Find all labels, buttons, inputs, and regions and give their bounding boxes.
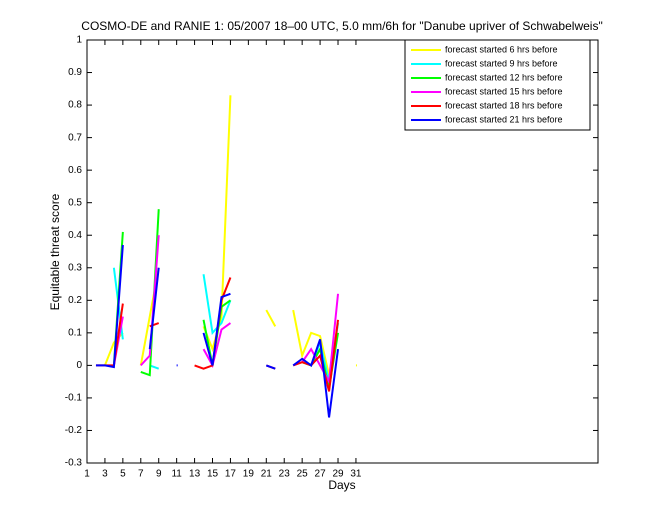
x-tick-label: 11 [171,469,182,480]
x-tick-label: 17 [225,469,237,480]
legend-label: forecast started 15 hrs before [445,86,563,96]
x-tick-label: 23 [279,469,291,480]
y-axis-label: Equitable threat score [48,193,62,310]
x-tick-label: 19 [243,469,255,480]
y-tick-label: 0 [76,360,82,371]
series-line [95,244,340,418]
y-tick-label: 0.9 [68,67,82,78]
y-tick-label: 0.7 [68,132,82,143]
y-tick-label: 0.2 [68,295,82,306]
x-tick-label: 31 [350,469,362,480]
y-tick-label: 0.1 [68,327,82,338]
legend-label: forecast started 9 hrs before [445,58,558,68]
x-tick-label: 27 [315,469,327,480]
y-tick-label: 0.8 [68,100,82,111]
x-tick-label: 21 [261,469,273,480]
x-tick-label: 5 [120,469,126,480]
x-tick-label: 25 [297,469,309,480]
legend-label: forecast started 6 hrs before [445,44,558,54]
y-tick-label: -0.3 [65,458,83,469]
y-tick-label: -0.1 [65,393,83,404]
x-tick-label: 3 [102,469,108,480]
x-tick-label: 1 [84,469,90,480]
x-axis-label: Days [328,478,355,492]
y-tick-label: 0.6 [68,165,82,176]
y-tick-label: -0.2 [65,425,83,436]
legend-label: forecast started 18 hrs before [445,100,563,110]
legend-label: forecast started 21 hrs before [445,114,563,124]
chart-title: COSMO-DE and RANIE 1: 05/2007 18–00 UTC,… [81,19,602,33]
x-tick-label: 13 [189,469,201,480]
y-tick-label: 1 [76,35,82,46]
y-tick-label: 0.3 [68,262,82,273]
x-tick-label: 9 [156,469,162,480]
x-tick-label: 15 [207,469,219,480]
y-tick-label: 0.5 [68,197,82,208]
x-tick-label: 7 [138,469,144,480]
x-tick-label: 29 [332,469,344,480]
legend-label: forecast started 12 hrs before [445,72,563,82]
y-tick-label: 0.4 [68,230,82,241]
legend-box [404,39,591,131]
